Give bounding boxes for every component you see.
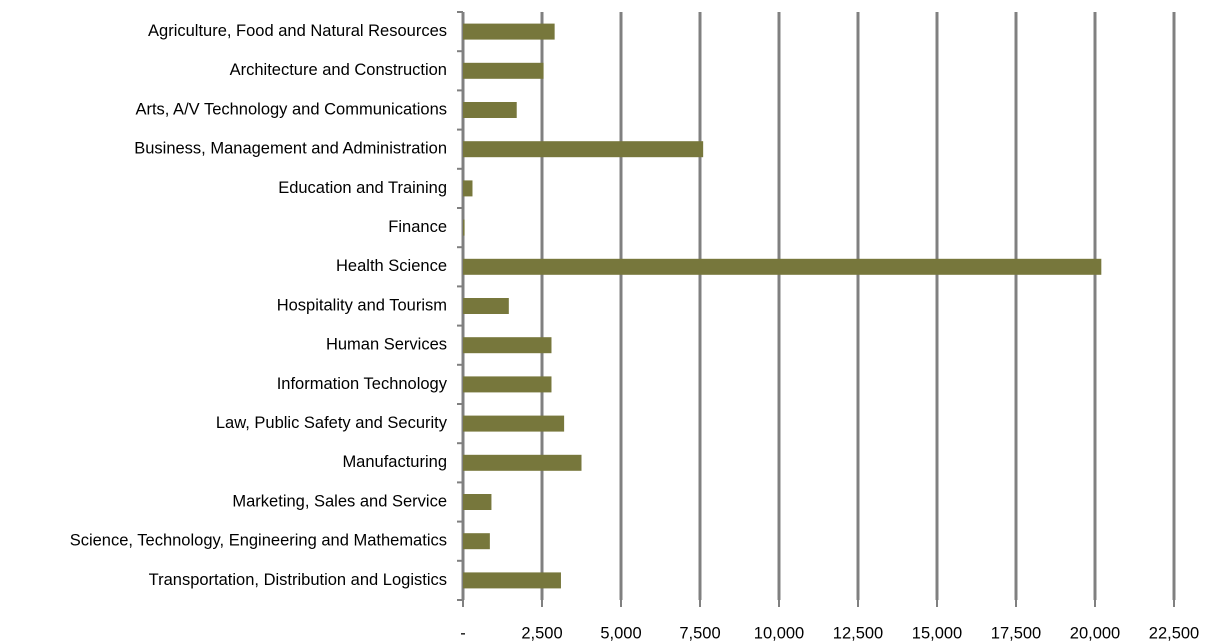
x-tick-label: 15,000 — [912, 624, 962, 642]
y-tick-label: Health Science — [336, 257, 447, 275]
x-tick-label: - — [460, 624, 466, 642]
x-tick-label: 17,500 — [991, 624, 1041, 642]
y-tick-label: Science, Technology, Engineering and Mat… — [70, 532, 447, 550]
bar — [463, 258, 1102, 275]
bar — [463, 180, 473, 197]
bar — [463, 415, 565, 432]
x-tick-label: 22,500 — [1149, 624, 1199, 642]
bar — [463, 376, 552, 393]
bar — [463, 23, 555, 40]
bar — [463, 62, 544, 79]
x-tick-label: 7,500 — [679, 624, 720, 642]
bar — [463, 494, 492, 510]
y-tick-label: Finance — [388, 218, 447, 236]
y-tick-label: Architecture and Construction — [230, 61, 447, 79]
x-tick-label: 2,500 — [521, 624, 562, 642]
y-tick-label: Education and Training — [278, 179, 447, 197]
y-tick-label: Human Services — [326, 336, 447, 354]
y-tick-label: Transportation, Distribution and Logisti… — [149, 571, 447, 589]
x-tick-label: 10,000 — [754, 624, 804, 642]
bar — [463, 298, 509, 314]
x-tick-label: 12,500 — [833, 624, 883, 642]
y-tick-label: Arts, A/V Technology and Communications — [135, 100, 447, 118]
y-tick-label: Hospitality and Tourism — [277, 296, 447, 314]
y-tick-label: Law, Public Safety and Security — [216, 414, 448, 432]
y-tick-label: Business, Management and Administration — [134, 140, 447, 158]
x-tick-label: 5,000 — [600, 624, 641, 642]
bar — [463, 572, 561, 589]
bar — [463, 533, 490, 550]
y-tick-label: Manufacturing — [342, 453, 447, 471]
x-tick-label: 20,000 — [1070, 624, 1120, 642]
y-tick-label: Marketing, Sales and Service — [232, 492, 447, 510]
bar — [463, 454, 582, 471]
y-tick-label: Agriculture, Food and Natural Resources — [148, 22, 447, 40]
bar — [463, 141, 704, 158]
bar — [463, 102, 517, 118]
bar — [463, 219, 465, 236]
y-tick-label: Information Technology — [277, 375, 448, 393]
bar — [463, 337, 552, 354]
